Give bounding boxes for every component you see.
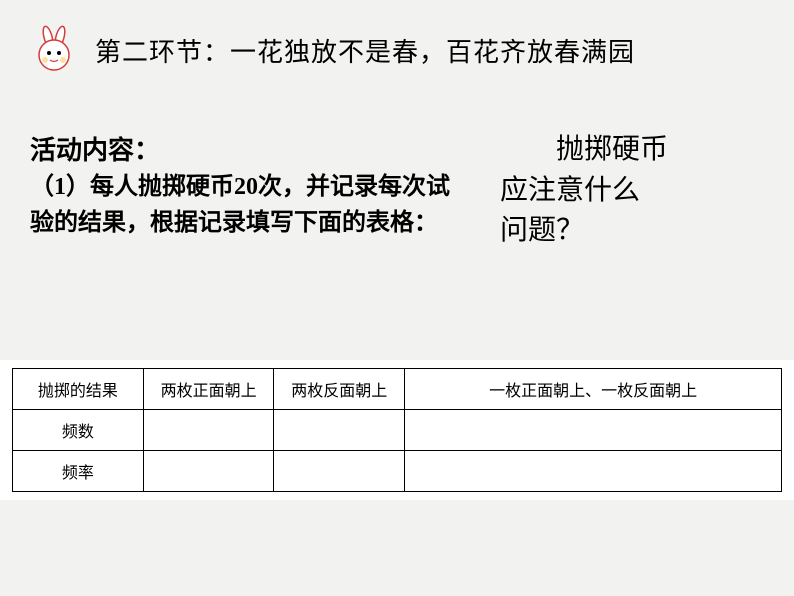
table-cell bbox=[274, 410, 405, 451]
row-label: 频数 bbox=[13, 410, 144, 451]
activity-label: 活动内容： bbox=[30, 130, 460, 167]
table-row: 频数 bbox=[13, 410, 782, 451]
row-label: 频率 bbox=[13, 451, 144, 492]
table-header-cell: 两枚反面朝上 bbox=[274, 369, 405, 410]
table-cell bbox=[143, 410, 274, 451]
results-table: 抛掷的结果 两枚正面朝上 两枚反面朝上 一枚正面朝上、一枚反面朝上 频数 频率 bbox=[12, 368, 782, 492]
question-line-2: 应注意什么 bbox=[500, 171, 668, 212]
table-header-cell: 一枚正面朝上、一枚反面朝上 bbox=[405, 369, 782, 410]
table-header-cell: 抛掷的结果 bbox=[13, 369, 144, 410]
rabbit-mascot-icon bbox=[30, 25, 80, 75]
section-title: 第二环节：一花独放不是春，百花齐放春满园 bbox=[95, 32, 635, 69]
table-header-cell: 两枚正面朝上 bbox=[143, 369, 274, 410]
table-cell bbox=[143, 451, 274, 492]
question-line-1: 抛掷硬币 bbox=[556, 134, 668, 165]
content-row: 活动内容： （1）每人抛掷硬币20次，并记录每次试验的结果，根据记录填写下面的表… bbox=[0, 90, 794, 252]
table-cell bbox=[405, 451, 782, 492]
question-line-3: 问题？ bbox=[500, 211, 668, 252]
table-row: 频率 bbox=[13, 451, 782, 492]
activity-description: （1）每人抛掷硬币20次，并记录每次试验的结果，根据记录填写下面的表格： bbox=[30, 169, 460, 241]
activity-content: 活动内容： （1）每人抛掷硬币20次，并记录每次试验的结果，根据记录填写下面的表… bbox=[30, 130, 460, 252]
table-cell bbox=[274, 451, 405, 492]
table-cell bbox=[405, 410, 782, 451]
results-table-container: 抛掷的结果 两枚正面朝上 两枚反面朝上 一枚正面朝上、一枚反面朝上 频数 频率 bbox=[0, 360, 794, 500]
header-section: 第二环节：一花独放不是春，百花齐放春满园 bbox=[0, 0, 794, 90]
table-header-row: 抛掷的结果 两枚正面朝上 两枚反面朝上 一枚正面朝上、一枚反面朝上 bbox=[13, 369, 782, 410]
question-box: 抛掷硬币 应注意什么 问题？ bbox=[460, 130, 668, 252]
